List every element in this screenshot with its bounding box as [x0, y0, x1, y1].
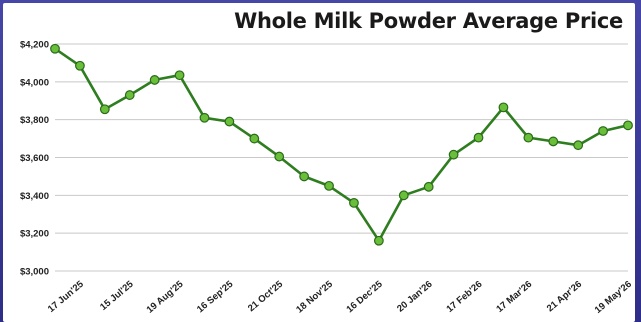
y-tick-label: $3,000 — [20, 267, 49, 278]
chart-title: Whole Milk Powder Average Price — [234, 9, 623, 33]
data-point — [448, 149, 459, 160]
data-point — [149, 75, 160, 85]
x-tick-label: 19 Aug'25 — [145, 278, 186, 315]
data-point — [598, 126, 608, 136]
data-point — [473, 132, 484, 143]
x-tick-label: 16 Sep'25 — [195, 278, 236, 315]
x-tick-label: 15 Jul'25 — [98, 278, 136, 312]
data-point — [373, 235, 384, 246]
data-point — [398, 190, 409, 201]
data-point — [124, 90, 135, 100]
data-point — [174, 70, 185, 81]
data-point — [75, 60, 85, 71]
y-axis-tick-labels: $3,000 $3,200 $3,400 $3,600 $3,800 $4,000 $4,2… — [20, 40, 49, 278]
data-point — [423, 181, 434, 192]
data-point — [623, 120, 633, 131]
x-tick-label: 18 Nov'25 — [294, 278, 335, 315]
data-point — [99, 104, 110, 115]
x-tick-label: 17 Feb'26 — [444, 279, 484, 315]
x-tick-label: 20 Jan'26 — [395, 279, 435, 315]
data-point — [299, 171, 310, 182]
data-point — [50, 43, 60, 54]
data-point — [498, 102, 509, 113]
x-tick-label: 16 Dec'25 — [344, 278, 385, 315]
series-line — [54, 47, 629, 242]
data-point — [324, 180, 334, 191]
y-tick-label: $3,800 — [20, 115, 49, 126]
data-point — [274, 151, 285, 162]
chart-card: Whole Milk Powder Average Price $3,000 $3… — [3, 3, 635, 322]
data-point — [548, 136, 559, 147]
data-point — [573, 140, 584, 151]
data-point — [349, 197, 359, 208]
x-axis-tick-labels: 17 Jun'25 15 Jul'25 19 Aug'25 16 Sep'25 21 O… — [46, 278, 634, 316]
x-tick-label: 21 Apr'26 — [545, 279, 584, 314]
data-point — [523, 132, 534, 143]
gridlines — [55, 43, 628, 272]
y-tick-label: $3,400 — [20, 191, 49, 202]
x-tick-label: 17 Mar'26 — [494, 279, 534, 315]
x-tick-label: 19 May'26 — [593, 279, 634, 316]
y-tick-label: $3,600 — [20, 153, 49, 164]
data-point — [224, 116, 235, 127]
x-tick-label: 21 Oct'25 — [246, 278, 286, 314]
y-tick-label: $3,200 — [20, 229, 49, 240]
y-tick-label: $4,200 — [20, 40, 49, 51]
line-chart: $3,000 $3,200 $3,400 $3,600 $3,800 $4,000 $4,2… — [20, 40, 634, 316]
series-price — [50, 43, 633, 246]
data-point — [199, 112, 210, 123]
x-tick-label: 17 Jun'25 — [46, 278, 86, 314]
y-tick-label: $4,000 — [20, 77, 49, 88]
data-point — [249, 133, 260, 144]
